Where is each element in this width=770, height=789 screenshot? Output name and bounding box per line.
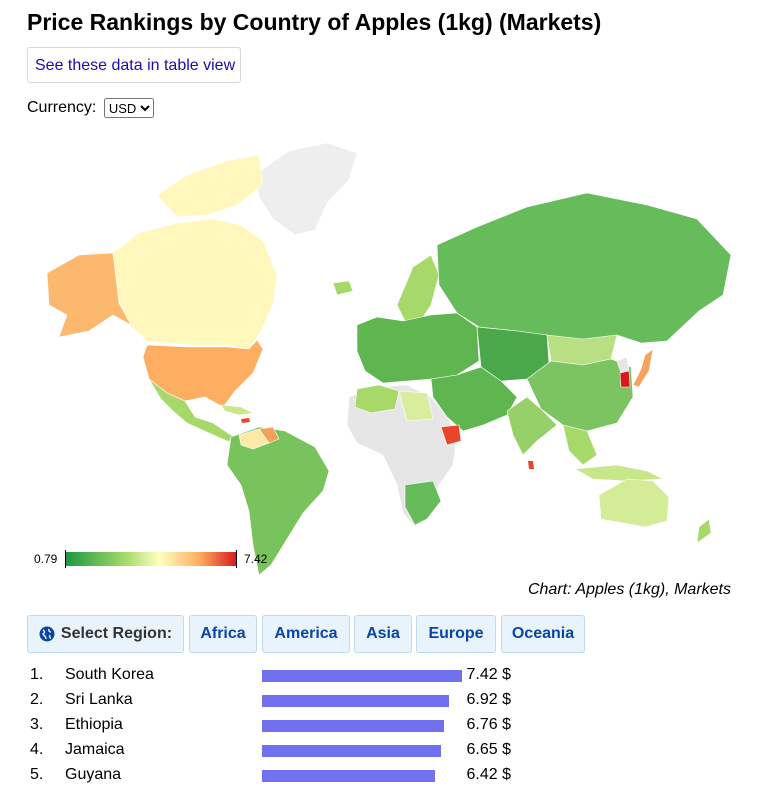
rank-number: 2. [30, 691, 44, 708]
ranking-row[interactable]: 3. Ethiopia 6.76 $ [27, 713, 547, 738]
map-jamaica[interactable] [241, 418, 250, 423]
country-name[interactable]: Ethiopia [65, 716, 123, 733]
world-map[interactable] [27, 135, 743, 580]
ranking-row[interactable]: 4. Jamaica 6.65 $ [27, 738, 547, 763]
map-egypt-sudan[interactable] [398, 390, 434, 422]
page-title: Price Rankings by Country of Apples (1kg… [27, 9, 602, 35]
table-view-button[interactable]: See these data in table view [27, 47, 241, 83]
map-europe[interactable] [356, 312, 480, 384]
chart-caption: Chart: Apples (1kg), Markets [527, 581, 731, 598]
country-name[interactable]: South Korea [65, 666, 154, 683]
map-canada[interactable] [112, 218, 278, 350]
legend-color-scale [65, 552, 237, 566]
map-southeast-asia[interactable] [562, 424, 598, 466]
legend-max: 7.42 [244, 552, 268, 566]
map-indonesia[interactable] [574, 464, 665, 482]
map-north-africa[interactable] [354, 384, 400, 414]
legend-min: 0.79 [34, 552, 58, 566]
map-southern-africa[interactable] [404, 480, 442, 526]
region-button-oceania[interactable]: Oceania [501, 615, 585, 653]
map-australia[interactable] [598, 478, 670, 528]
map-russia[interactable] [436, 192, 732, 344]
map-iceland[interactable] [332, 280, 354, 296]
value-bar [262, 695, 449, 707]
legend-tick-max [236, 550, 237, 568]
map-caribbean[interactable] [220, 404, 254, 416]
currency-control: Currency: USD [27, 98, 154, 118]
value-bar [262, 670, 462, 682]
select-region-label: Select Region: [27, 615, 184, 653]
region-button-america[interactable]: America [262, 615, 350, 653]
map-india[interactable] [506, 396, 558, 456]
map-alaska[interactable] [46, 252, 132, 338]
region-button-europe[interactable]: Europe [416, 615, 496, 653]
price-value: 6.42 $ [466, 766, 511, 783]
map-china[interactable] [526, 358, 634, 432]
map-greenland[interactable] [254, 142, 358, 236]
map-canada-islands[interactable] [156, 154, 264, 218]
map-new-zealand[interactable] [696, 518, 712, 544]
legend-tick-min [65, 550, 66, 568]
ranking-row[interactable]: 5. Guyana 6.42 $ [27, 763, 547, 788]
country-name[interactable]: Jamaica [65, 741, 125, 758]
map-south-america[interactable] [226, 426, 330, 576]
region-button-africa[interactable]: Africa [189, 615, 257, 653]
table-view-link[interactable]: See these data in table view [35, 57, 236, 74]
map-sri-lanka[interactable] [528, 461, 534, 469]
value-bar [262, 745, 441, 757]
region-button-asia[interactable]: Asia [354, 615, 412, 653]
value-bar [262, 770, 435, 782]
rank-number: 1. [30, 666, 44, 683]
map-venezuela[interactable] [238, 428, 270, 450]
price-value: 6.76 $ [466, 716, 511, 733]
globe-icon [39, 626, 55, 642]
country-name[interactable]: Guyana [65, 766, 122, 783]
map-ethiopia[interactable] [440, 424, 462, 446]
value-bar [262, 720, 444, 732]
map-middle-east[interactable] [430, 366, 518, 432]
currency-label: Currency: [27, 99, 97, 117]
map-scandinavia[interactable] [396, 254, 440, 324]
rank-number: 4. [30, 741, 44, 758]
price-value: 6.92 $ [466, 691, 511, 708]
select-region-text: Select Region: [60, 625, 173, 642]
price-value: 6.65 $ [466, 741, 511, 758]
ranking-row[interactable]: 2. Sri Lanka 6.92 $ [27, 688, 547, 713]
currency-select[interactable]: USD [103, 98, 154, 118]
rank-number: 5. [30, 766, 44, 783]
map-japan[interactable] [632, 348, 654, 388]
price-value: 7.42 $ [466, 666, 511, 683]
country-name[interactable]: Sri Lanka [65, 691, 133, 708]
map-south-korea[interactable] [619, 370, 631, 388]
ranking-row[interactable]: 1. South Korea 7.42 $ [27, 663, 547, 688]
rank-number: 3. [30, 716, 44, 733]
